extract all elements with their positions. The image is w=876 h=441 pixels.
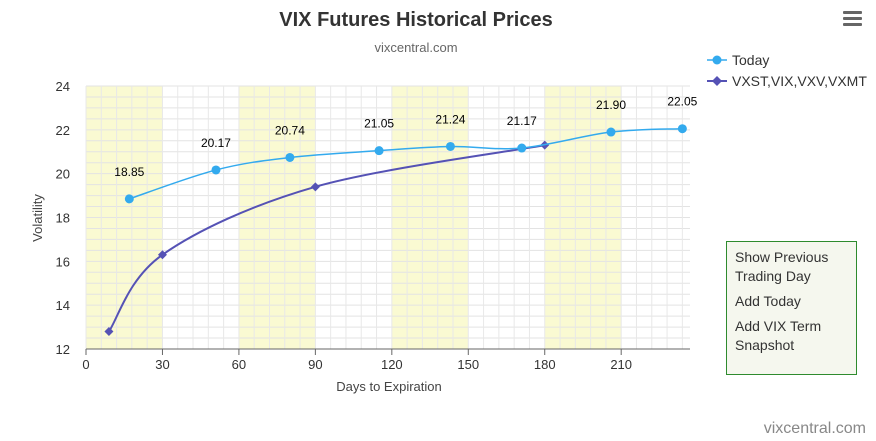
menu-icon-bar <box>843 23 862 26</box>
data-labels-layer: 18.85 20.17 20.74 21.05 21.24 21.17 21.90 22.05 <box>114 95 697 179</box>
y-tick-label: 24 <box>56 79 70 94</box>
legend-item-term[interactable]: VXST,VIX,VXV,VXMT <box>707 73 867 89</box>
legend-marker-term <box>712 76 722 86</box>
chart-axes: 12 14 16 18 20 22 24 0 30 60 90 120 150 180 210 <box>56 79 690 372</box>
menu-item-add-today[interactable]: Add Today <box>735 292 801 309</box>
data-label-today: 21.05 <box>364 117 394 131</box>
data-point-today <box>374 146 384 156</box>
context-menu: Show Previous Trading Day Add Today Add … <box>726 241 857 375</box>
data-point-term <box>104 326 114 336</box>
x-tick-label: 210 <box>610 357 632 372</box>
data-label-today: 22.05 <box>667 95 697 109</box>
x-tick-label: 30 <box>155 357 169 372</box>
legend-label-term: VXST,VIX,VXV,VXMT <box>732 73 867 89</box>
legend-label-today: Today <box>732 52 769 68</box>
data-point-today <box>445 141 455 151</box>
data-point-today <box>285 152 295 162</box>
legend: Today VXST,VIX,VXV,VXMT <box>707 52 867 89</box>
chart-title: VIX Futures Historical Prices <box>279 9 552 31</box>
data-point-today <box>211 165 221 175</box>
data-point-today <box>124 194 134 204</box>
x-axis-title: Days to Expiration <box>336 379 442 394</box>
legend-item-today[interactable]: Today <box>707 52 769 68</box>
data-point-today <box>677 124 687 134</box>
data-label-today: 20.17 <box>201 136 231 150</box>
y-tick-label: 16 <box>56 254 70 269</box>
menu-icon-bar <box>843 11 862 14</box>
x-tick-label: 90 <box>308 357 322 372</box>
chart-subtitle: vixcentral.com <box>374 40 457 55</box>
menu-icon[interactable] <box>843 11 862 29</box>
x-tick-label: 60 <box>232 357 246 372</box>
data-label-today: 20.74 <box>275 123 305 137</box>
data-point-term <box>310 182 320 192</box>
y-tick-label: 22 <box>56 123 70 138</box>
y-tick-label: 14 <box>56 298 70 313</box>
y-axis-title: Volatility <box>30 194 45 242</box>
menu-item-add-vix-term[interactable]: Add VIX Term Snapshot <box>735 317 822 353</box>
series-line-term <box>108 144 545 333</box>
x-tick-label: 180 <box>534 357 556 372</box>
y-tick-label: 20 <box>56 167 70 182</box>
menu-icon-bar <box>843 17 862 20</box>
chart-credit[interactable]: vixcentral.com <box>764 420 866 437</box>
menu-item-show-previous[interactable]: Show Previous Trading Day <box>735 249 829 284</box>
legend-marker-today <box>712 55 722 65</box>
data-label-today: 21.24 <box>435 112 465 126</box>
y-tick-label: 18 <box>56 211 70 226</box>
data-point-today <box>517 143 527 153</box>
data-point-term <box>157 250 167 260</box>
y-tick-label: 12 <box>56 342 70 357</box>
series-layer <box>104 124 687 336</box>
x-tick-label: 120 <box>381 357 403 372</box>
data-label-today: 21.17 <box>507 114 537 128</box>
data-label-today: 18.85 <box>114 165 144 179</box>
x-tick-label: 0 <box>82 357 89 372</box>
data-point-today <box>606 127 616 137</box>
data-label-today: 21.90 <box>596 98 626 112</box>
x-tick-label: 150 <box>457 357 479 372</box>
